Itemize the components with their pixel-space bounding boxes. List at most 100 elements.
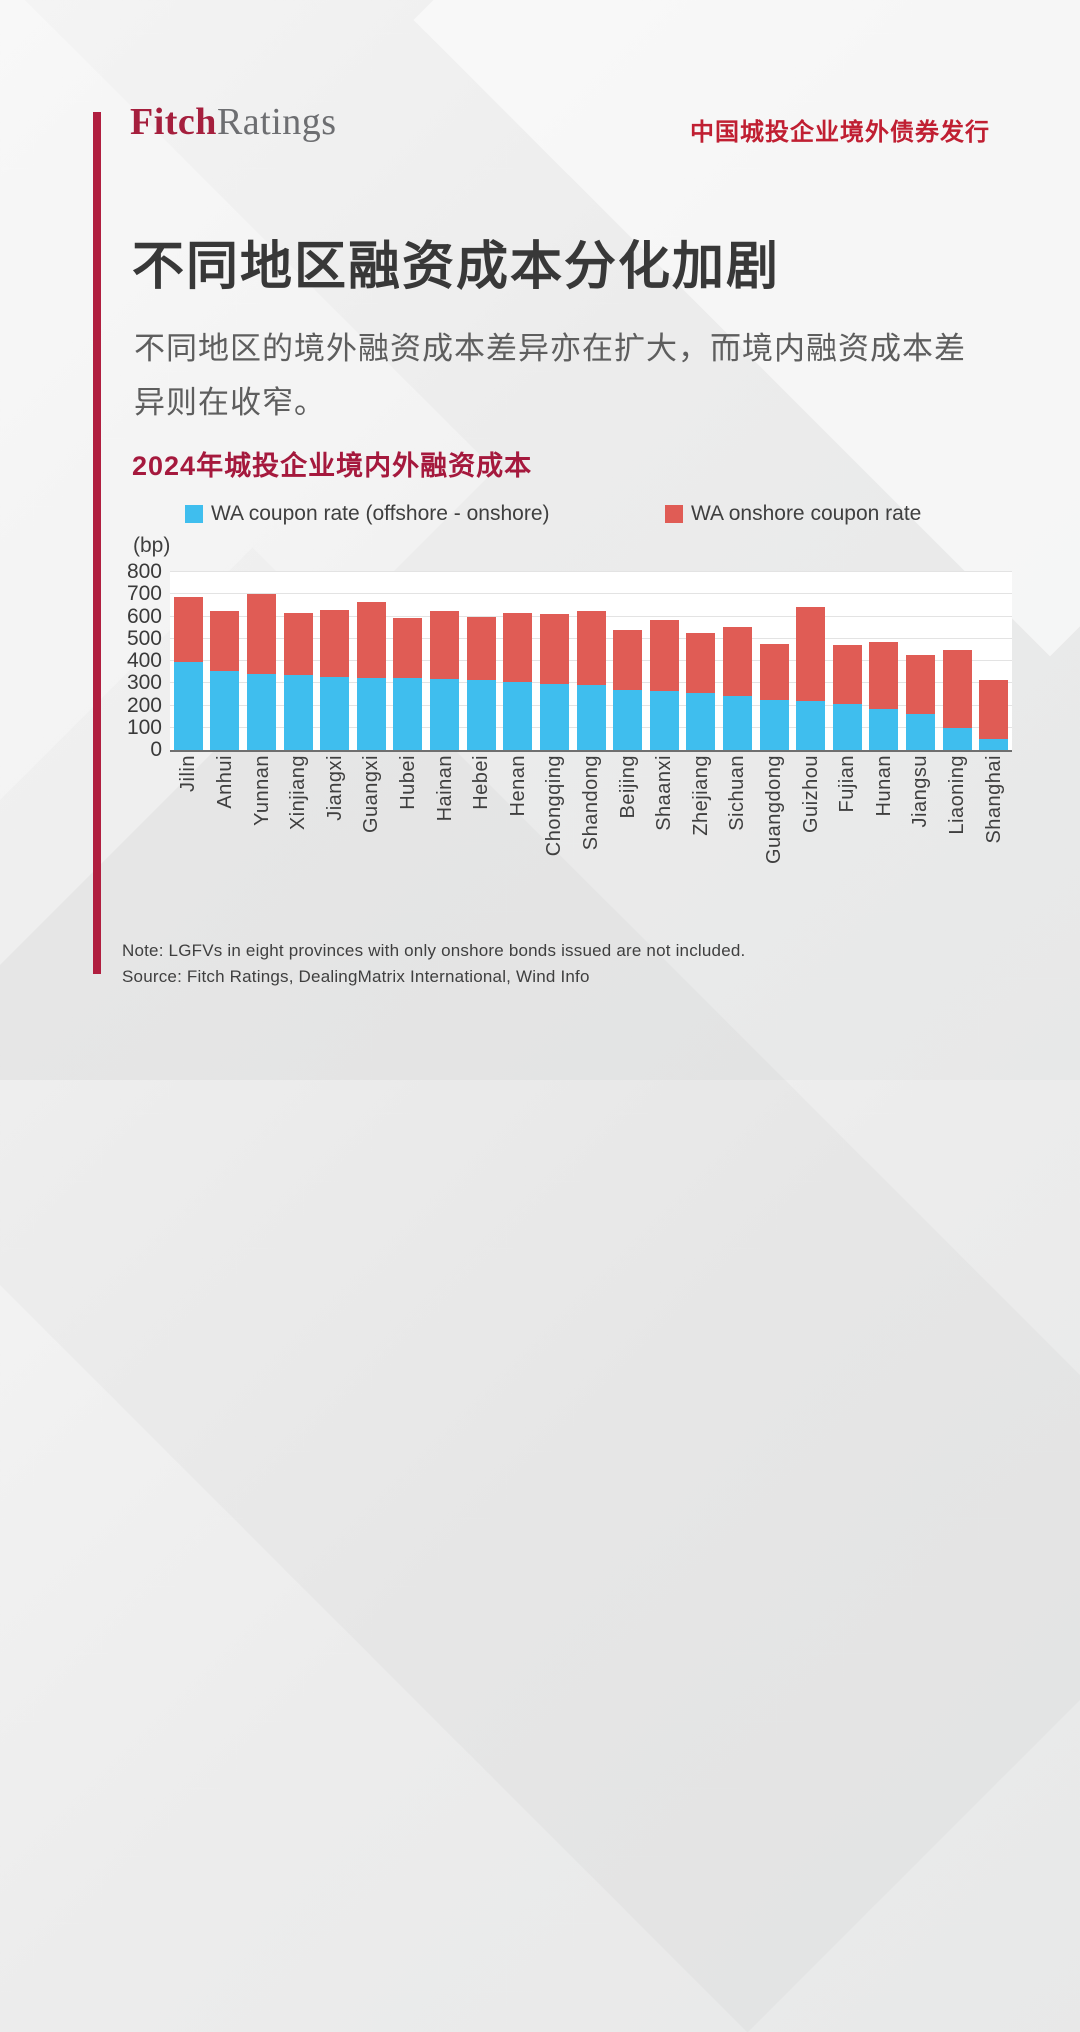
stacked-bar-fujian (832, 645, 862, 750)
onshore-coupon-segment (796, 606, 826, 702)
stacked-bar-henan (503, 613, 533, 750)
bar-slot-hunan (866, 572, 903, 750)
offshore-onshore-diff-segment (649, 691, 679, 750)
offshore-onshore-diff-segment (796, 701, 826, 750)
stacked-bar-sichuan (722, 626, 752, 750)
offshore-onshore-diff-segment (905, 714, 935, 750)
x-tick-label-jiangxi: Jiangxi (323, 755, 346, 821)
stacked-bar-liaoning (942, 649, 972, 750)
x-tick-label-yunnan: Yunnan (250, 755, 273, 826)
y-axis: 0 100 200 300 400 500 600 700 800 (100, 560, 162, 761)
y-axis-unit-label: (bp) (133, 534, 171, 557)
x-tick-label-beijing: Beijing (616, 755, 639, 819)
bar-slot-fujian (829, 572, 866, 750)
stacked-bar-shanghai (979, 679, 1009, 750)
bar-slot-zhejiang (683, 572, 720, 750)
onshore-coupon-segment (722, 626, 752, 696)
stacked-bar-yunnan (247, 594, 277, 750)
source-text: Source: Fitch Ratings, DealingMatrix Int… (122, 967, 590, 987)
x-label-slot-hebei: Hebei (463, 755, 500, 910)
onshore-coupon-segment (539, 614, 569, 685)
chart-title: 2024年城投企业境内外融资成本 (132, 451, 533, 481)
stacked-bar-hunan (869, 642, 899, 750)
stacked-bar-beijing (613, 629, 643, 750)
y-tick-label-800: 800 (126, 560, 162, 583)
offshore-onshore-diff-segment (247, 674, 277, 750)
x-label-slot-fujian: Fujian (829, 755, 866, 910)
stacked-bar-hebei (466, 616, 496, 750)
offshore-onshore-diff-segment (283, 675, 313, 750)
bars-container (170, 572, 1012, 750)
x-label-slot-zhejiang: Zhejiang (683, 755, 720, 910)
x-label-slot-xinjiang: Xinjiang (280, 755, 317, 910)
onshore-coupon-segment (320, 609, 350, 677)
bar-slot-shanghai (975, 572, 1012, 750)
onshore-coupon-segment (210, 610, 240, 672)
x-tick-label-sichuan: Sichuan (726, 755, 749, 831)
stacked-bar-chart: 0 100 200 300 400 500 600 700 800 Jilin Anhui Yunn… (100, 560, 1012, 912)
onshore-coupon-segment (430, 610, 460, 679)
legend-label-onshore: WA onshore coupon rate (691, 502, 922, 525)
x-label-slot-shaanxi: Shaanxi (646, 755, 683, 910)
offshore-onshore-diff-segment (539, 684, 569, 750)
x-label-slot-liaoning: Liaoning (939, 755, 976, 910)
x-tick-label-fujian: Fujian (836, 755, 859, 813)
stacked-bar-shaanxi (649, 619, 679, 750)
logo-ratings-text: Ratings (216, 101, 337, 143)
bar-slot-shaanxi (646, 572, 683, 750)
x-label-slot-jiangsu: Jiangsu (902, 755, 939, 910)
x-tick-label-shandong: Shandong (580, 755, 602, 851)
offshore-onshore-diff-segment (320, 676, 350, 750)
x-label-slot-yunnan: Yunnan (243, 755, 280, 910)
logo-fitch-text: Fitch (130, 101, 217, 143)
offshore-onshore-diff-segment (759, 699, 789, 750)
plot-area (170, 571, 1012, 752)
offshore-onshore-diff-segment (979, 738, 1009, 750)
y-tick-label-700: 700 (126, 582, 162, 606)
onshore-coupon-segment (979, 679, 1009, 739)
x-tick-label-xinjiang: Xinjiang (287, 755, 310, 831)
bar-slot-beijing (609, 572, 646, 750)
bar-slot-shandong (573, 572, 610, 750)
x-tick-label-hainan: Hainan (433, 755, 456, 822)
fitch-ratings-logo: FitchRatings (130, 100, 337, 144)
y-tick-label-600: 600 (126, 604, 162, 628)
bar-slot-henan (499, 572, 536, 750)
stacked-bar-jilin (173, 596, 203, 750)
bar-slot-guangxi (353, 572, 390, 750)
stacked-bar-xinjiang (283, 613, 313, 750)
offshore-onshore-diff-segment (503, 682, 533, 750)
onshore-coupon-segment (613, 629, 643, 690)
offshore-onshore-diff-segment (210, 671, 240, 750)
onshore-coupon-segment (393, 617, 423, 678)
x-label-slot-shandong: Shandong (573, 755, 610, 910)
x-tick-label-guangxi: Guangxi (360, 755, 383, 833)
bar-slot-jilin (170, 572, 207, 750)
onshore-coupon-segment (173, 596, 203, 663)
offshore-onshore-diff-segment (576, 685, 606, 750)
gridline-700 (170, 593, 1012, 595)
offshore-onshore-diff-segment (466, 679, 496, 750)
page-title: 不同地区融资成本分化加剧 (132, 238, 781, 296)
x-tick-label-guangdong: Guangdong (763, 755, 786, 865)
stacked-bar-shandong (576, 610, 606, 750)
x-label-slot-guangxi: Guangxi (353, 755, 390, 910)
chart-legend: WA coupon rate (offshore - onshore) WA o… (0, 502, 1080, 528)
offshore-onshore-diff-segment (942, 727, 972, 750)
offshore-onshore-diff-segment (686, 693, 716, 750)
chart-footnotes: Note: LGFVs in eight provinces with only… (122, 938, 745, 991)
bar-slot-hebei (463, 572, 500, 750)
bar-slot-hubei (390, 572, 427, 750)
stacked-bar-chongqing (539, 614, 569, 750)
bar-slot-jiangxi (316, 572, 353, 750)
offshore-onshore-diff-segment (356, 677, 386, 750)
x-label-slot-guangdong: Guangdong (756, 755, 793, 910)
bar-slot-sichuan (719, 572, 756, 750)
stacked-bar-guangxi (356, 602, 386, 750)
offshore-onshore-diff-segment (393, 677, 423, 750)
header-topic-label: 中国城投企业境外债券发行 (690, 119, 990, 146)
x-label-slot-jiangxi: Jiangxi (316, 755, 353, 910)
x-label-slot-hubei: Hubei (390, 755, 427, 910)
x-label-slot-beijing: Beijing (609, 755, 646, 910)
onshore-coupon-segment (832, 645, 862, 705)
